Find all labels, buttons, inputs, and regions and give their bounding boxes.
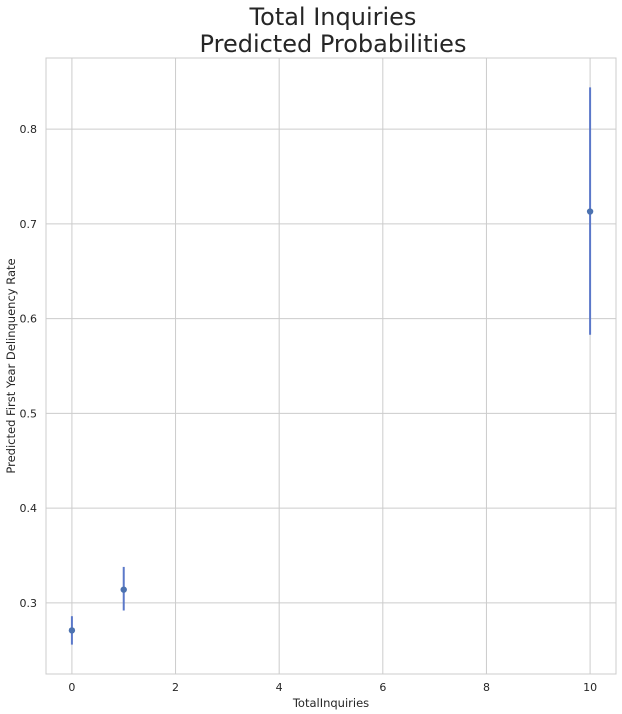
data-point (120, 586, 127, 593)
data-point (586, 208, 594, 215)
y-tick-label: 0.6 (20, 313, 38, 326)
data-points (68, 208, 594, 634)
data-point (68, 627, 76, 634)
error-bars (70, 87, 592, 645)
plot-area-frame (45, 57, 617, 675)
x-tick-label: 2 (172, 681, 179, 694)
x-tick-label: 10 (583, 681, 597, 694)
y-tick-label: 0.8 (20, 123, 38, 136)
chart-title: Total Inquiries Predicted Probabilities (200, 3, 467, 58)
y-axis-label: Predicted First Year Delinquency Rate (4, 258, 18, 473)
x-tick-label: 4 (276, 681, 283, 694)
x-tick-label: 6 (379, 681, 386, 694)
chart-title-line-2: Predicted Probabilities (200, 30, 467, 58)
chart-title-line-1: Total Inquiries (249, 3, 417, 31)
x-tick-label: 8 (483, 681, 490, 694)
x-tick-label: 0 (68, 681, 75, 694)
y-tick-label: 0.7 (20, 218, 38, 231)
tick-labels: 0 2 4 6 8 10 0.3 0.4 0.5 0.6 0.7 0.8 (20, 123, 598, 694)
y-tick-label: 0.5 (20, 407, 38, 420)
x-axis-label: TotalInquiries (292, 696, 369, 710)
y-tick-label: 0.4 (20, 502, 38, 515)
grid (46, 58, 616, 674)
y-tick-label: 0.3 (20, 597, 38, 610)
